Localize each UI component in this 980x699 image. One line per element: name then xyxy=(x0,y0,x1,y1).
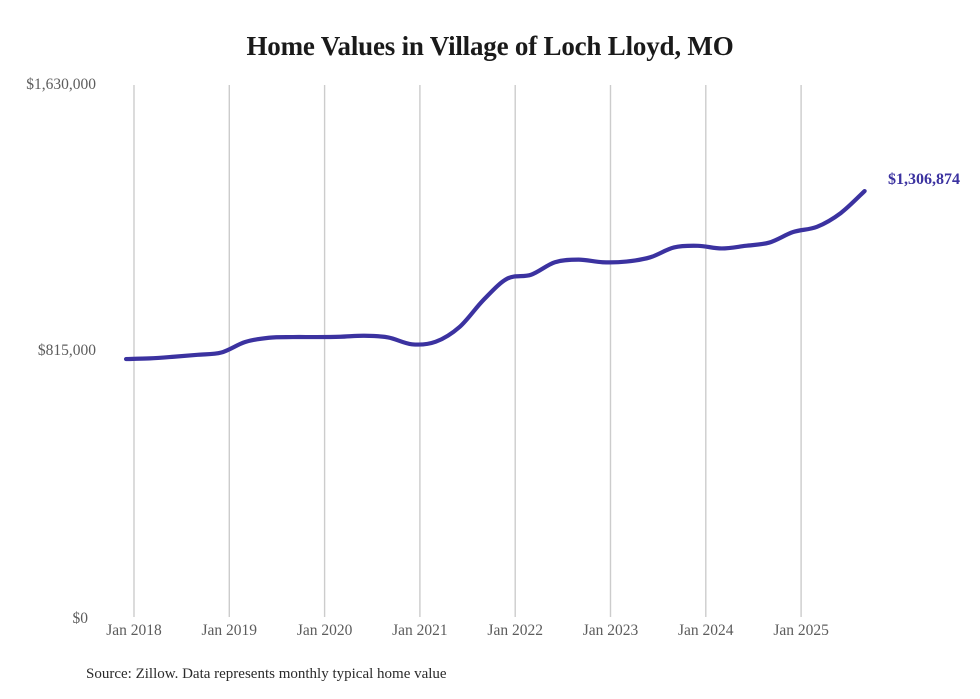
x-axis-tick-label: Jan 2024 xyxy=(678,622,734,639)
gridlines-group xyxy=(133,85,802,617)
chart-title: Home Values in Village of Loch Lloyd, MO xyxy=(246,31,734,61)
series-line-typical-home-value xyxy=(123,188,867,362)
y-axis-tick-top: $1,630,000 xyxy=(26,76,96,93)
x-axis-tick-label: Jan 2025 xyxy=(773,622,829,639)
x-axis-tick-label: Jan 2019 xyxy=(201,622,258,639)
y-axis-tick-mid: $815,000 xyxy=(37,342,96,359)
x-axis-tick-label: Jan 2018 xyxy=(106,622,162,639)
x-axis-tick-label: Jan 2020 xyxy=(296,622,353,639)
x-axis-tick-label: Jan 2022 xyxy=(487,622,543,639)
y-axis-tick-zero: $0 xyxy=(72,610,89,627)
end-value-annotation: $1,306,874 xyxy=(888,171,960,188)
x-axis-tick-label: Jan 2023 xyxy=(582,622,639,639)
x-axis-tick-label: Jan 2021 xyxy=(392,622,448,639)
source-note: Source: Zillow. Data represents monthly … xyxy=(86,666,447,682)
